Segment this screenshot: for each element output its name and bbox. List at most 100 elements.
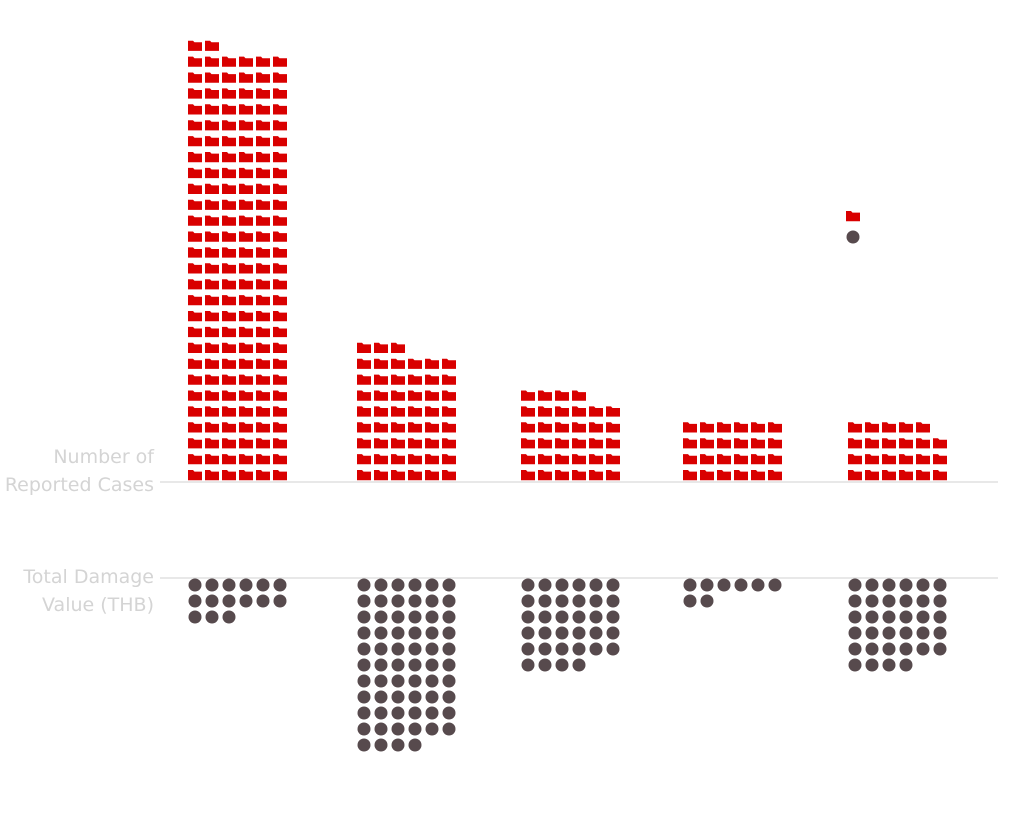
- cases-mark: [916, 470, 930, 481]
- cases-mark: [683, 470, 697, 481]
- cases-mark: [572, 454, 586, 465]
- cases-mark: [188, 88, 202, 99]
- damage-mark: [882, 658, 896, 672]
- cases-mark: [222, 88, 236, 99]
- cases-mark: [222, 422, 236, 433]
- cases-mark: [239, 88, 253, 99]
- damage-mark: [374, 706, 388, 720]
- cases-mark: [256, 231, 270, 242]
- cases-mark: [256, 279, 270, 290]
- cases-mark: [222, 279, 236, 290]
- cases-mark: [848, 438, 862, 449]
- cases-mark: [882, 422, 896, 433]
- damage-mark: [374, 722, 388, 736]
- damage-mark: [408, 706, 422, 720]
- damage-mark: [425, 594, 439, 608]
- cases-mark: [205, 40, 219, 51]
- cases-mark: [273, 406, 287, 417]
- damage-mark: [442, 578, 456, 592]
- cases-mark: [606, 406, 620, 417]
- cases-mark: [205, 342, 219, 353]
- cases-mark: [425, 406, 439, 417]
- damage-mark: [408, 578, 422, 592]
- damage-mark: [188, 578, 202, 592]
- cases-mark: [239, 422, 253, 433]
- cases-mark: [589, 438, 603, 449]
- cases-mark: [391, 390, 405, 401]
- cases-mark: [425, 454, 439, 465]
- cases-mark: [188, 136, 202, 147]
- cases-mark: [273, 390, 287, 401]
- cases-mark: [188, 199, 202, 210]
- cases-mark: [273, 295, 287, 306]
- damage-mark: [933, 594, 947, 608]
- cases-mark: [205, 390, 219, 401]
- cases-mark: [538, 406, 552, 417]
- cases-mark: [239, 390, 253, 401]
- damage-mark: [589, 610, 603, 624]
- damage-mark: [205, 594, 219, 608]
- cases-mark: [222, 311, 236, 322]
- cases-mark: [357, 454, 371, 465]
- damage-mark: [391, 610, 405, 624]
- cases-mark: [848, 422, 862, 433]
- damage-mark: [273, 578, 287, 592]
- cases-mark: [239, 295, 253, 306]
- damage-mark: [408, 642, 422, 656]
- damage-mark: [933, 642, 947, 656]
- damage-mark: [408, 658, 422, 672]
- cases-mark: [256, 326, 270, 338]
- cases-mark: [521, 422, 535, 433]
- damage-mark: [391, 578, 405, 592]
- cases-mark: [768, 438, 782, 449]
- damage-mark: [848, 578, 862, 592]
- damage-mark: [555, 658, 569, 672]
- legend-circle-icon: [846, 230, 860, 244]
- damage-mark: [222, 594, 236, 608]
- damage-mark: [239, 594, 253, 608]
- cases-mark: [374, 454, 388, 465]
- cases-mark: [188, 215, 202, 226]
- damage-mark: [425, 642, 439, 656]
- cases-mark: [205, 215, 219, 226]
- cases-mark: [521, 438, 535, 449]
- damage-mark: [848, 610, 862, 624]
- damage-mark: [521, 594, 535, 608]
- cases-mark: [239, 406, 253, 417]
- cases-mark: [374, 470, 388, 481]
- cases-mark: [256, 374, 270, 385]
- cases-mark: [273, 120, 287, 131]
- damage-mark: [538, 578, 552, 592]
- cases-mark: [273, 311, 287, 322]
- cases-mark: [256, 199, 270, 210]
- cases-mark: [239, 342, 253, 353]
- cases-mark: [374, 390, 388, 401]
- damage-mark: [916, 610, 930, 624]
- cases-mark: [865, 422, 879, 433]
- cases-mark: [273, 374, 287, 385]
- cases-mark: [408, 454, 422, 465]
- cases-mark: [222, 56, 236, 67]
- cases-mark: [205, 326, 219, 338]
- cases-mark: [734, 454, 748, 465]
- cases-mark: [205, 167, 219, 179]
- cases-mark: [700, 454, 714, 465]
- damage-mark: [273, 594, 287, 608]
- cases-mark: [239, 136, 253, 147]
- cases-mark: [256, 263, 270, 274]
- cases-mark: [521, 406, 535, 417]
- cases-mark: [273, 231, 287, 242]
- damage-mark: [205, 578, 219, 592]
- cases-mark: [239, 199, 253, 210]
- cases-mark: [391, 438, 405, 449]
- damage-mark: [555, 578, 569, 592]
- cases-mark: [391, 374, 405, 385]
- damage-mark: [538, 642, 552, 656]
- cases-mark: [222, 72, 236, 83]
- damage-mark: [606, 642, 620, 656]
- damage-mark: [442, 642, 456, 656]
- cases-mark: [256, 88, 270, 99]
- damage-mark: [425, 690, 439, 704]
- damage-mark: [899, 578, 913, 592]
- cases-mark: [239, 374, 253, 385]
